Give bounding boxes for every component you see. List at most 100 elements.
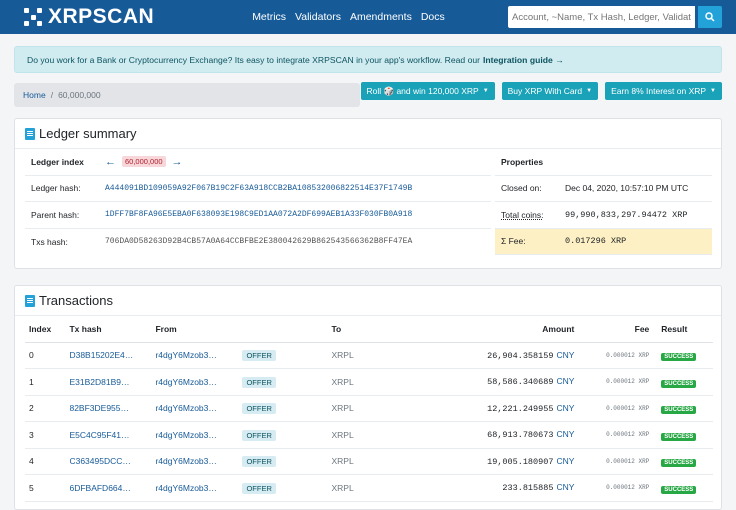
tx-hash-link[interactable]: E31B2D81B9… — [69, 376, 130, 387]
table-row: 4 C363495DCC… r4dgY6Mzob3… OFFER XRPL 19,005.… — [25, 448, 713, 475]
tx-from-link[interactable]: r4dgY6Mzob3… — [155, 429, 217, 440]
tx-from-link[interactable]: r4dgY6Mzob3… — [155, 350, 217, 361]
xrpscan-logo-icon — [24, 8, 42, 26]
ledger-hash-link[interactable]: A444091BD109059A92F067B19C2F63A918CCB2BA… — [105, 183, 413, 193]
table-cell: r4dgY6Mzob3… — [151, 395, 239, 422]
ledger-index-label: Ledger index — [31, 156, 84, 167]
document-icon — [25, 294, 35, 307]
roll-and-win-button[interactable]: Roll 🎲 and win 120,000 XRP ▼ — [360, 82, 495, 100]
table-cell: SUCCESS — [657, 421, 713, 449]
transactions-title: Transactions — [15, 286, 721, 316]
tx-from-link[interactable]: r4dgY6Mzob3… — [155, 376, 217, 387]
logo-text: XRPSCAN — [48, 5, 155, 28]
tx-currency-link[interactable]: CNY — [556, 376, 575, 387]
breadcrumb: Home / 60,000,000 — [14, 83, 360, 107]
tx-hash-link[interactable]: E5C4C95F41… — [69, 429, 130, 440]
tx-from-link[interactable]: r4dgY6Mzob3… — [155, 403, 217, 414]
fee-row: Σ Fee: 0.017296 XRP — [495, 228, 712, 255]
tx-result-badge: SUCCESS — [661, 485, 697, 494]
breadcrumb-home[interactable]: Home — [23, 90, 46, 100]
parent-hash-link[interactable]: 1DFF7BF8FA96E5EBA0F638093E198C9ED1AA072A… — [105, 210, 413, 220]
ledger-summary-title: Ledger summary — [15, 119, 721, 149]
closed-on-row: Closed on: Dec 04, 2020, 10:57:10 PM UTC — [495, 176, 712, 202]
search-form — [508, 6, 722, 28]
tx-to: XRPL — [327, 421, 419, 449]
arrow-right-icon[interactable]: → — [171, 155, 183, 168]
tx-type-badge: OFFER — [242, 350, 276, 362]
earn-interest-button[interactable]: Earn 8% Interest on XRP ▼ — [605, 82, 722, 100]
header-index: Index — [25, 316, 66, 343]
tx-currency-link[interactable]: CNY — [556, 482, 575, 493]
total-coins-row: Total coins: 99,990,833,297.94472 XRP — [495, 202, 712, 229]
tx-currency-link[interactable]: CNY — [556, 429, 575, 440]
nav-metrics[interactable]: Metrics — [252, 11, 287, 23]
tx-from-link[interactable]: r4dgY6Mzob3… — [155, 456, 217, 467]
table-cell: SUCCESS — [657, 342, 713, 369]
transactions-card: Transactions Index Tx hash From To Amoun… — [14, 285, 722, 510]
table-cell: E31B2D81B9… — [65, 368, 152, 396]
table-cell: SUCCESS — [657, 368, 713, 396]
table-cell: E5C4C95F41… — [65, 421, 152, 449]
tx-fee: 0.000012 XRP — [578, 448, 658, 475]
logo[interactable]: XRPSCAN — [24, 5, 154, 29]
ledger-hash-row: Ledger hash: A444091BD109059A92F067B19C2… — [25, 176, 491, 202]
ledger-summary-heading: Ledger summary — [39, 126, 137, 141]
parent-hash-row: Parent hash: 1DFF7BF8FA96E5EBA0F638093E1… — [25, 202, 491, 229]
tx-currency-link[interactable]: CNY — [556, 349, 575, 360]
header-type — [238, 316, 328, 343]
table-cell: 233.815885 CNY — [418, 474, 579, 502]
tx-fee: 0.000012 XRP — [578, 342, 658, 369]
tx-index: 0 — [25, 342, 66, 369]
tx-type-badge: OFFER — [242, 456, 276, 468]
tx-from-link[interactable]: r4dgY6Mzob3… — [155, 482, 217, 493]
table-cell: 58,586.340689 CNY — [418, 368, 579, 396]
tx-currency-link[interactable]: CNY — [556, 402, 575, 413]
closed-on-label: Closed on: — [501, 183, 542, 194]
table-cell: 12,221.249955 CNY — [418, 395, 579, 422]
tx-type-badge: OFFER — [242, 482, 276, 494]
table-row: 1 E31B2D81B9… r4dgY6Mzob3… OFFER XRPL 58,586.… — [25, 368, 713, 396]
total-coins-label: Total coins: — [501, 209, 544, 220]
tx-fee: 0.000012 XRP — [578, 395, 658, 422]
table-row: 2 82BF3DE955… r4dgY6Mzob3… OFFER XRPL 12,221.… — [25, 395, 713, 422]
total-coins-value: 99,990,833,297.94472 XRP — [565, 209, 688, 220]
nav-docs[interactable]: Docs — [420, 11, 445, 23]
document-icon — [25, 127, 35, 140]
tx-index: 2 — [25, 395, 66, 422]
tx-amount: 26,904.358159 — [487, 350, 554, 361]
table-cell: 19,005.180907 CNY — [418, 448, 579, 475]
search-input[interactable] — [508, 6, 695, 28]
nav-validators[interactable]: Validators — [295, 11, 341, 23]
alert-text: Do you work for a Bank or Cryptocurrency… — [27, 54, 481, 65]
tx-to: XRPL — [327, 474, 419, 502]
integration-guide-link[interactable]: Integration guide → — [483, 54, 564, 65]
tx-fee: 0.000012 XRP — [578, 368, 658, 396]
arrow-left-icon[interactable]: ← — [105, 155, 116, 168]
buy-xrp-button[interactable]: Buy XRP With Card ▼ — [501, 82, 599, 100]
tx-hash-link[interactable]: C363495DCC… — [69, 456, 131, 467]
ledger-summary-card: Ledger summary Ledger index ← 60,000,000… — [14, 118, 722, 269]
nav-links: Metrics Validators Amendments Docs — [252, 11, 454, 23]
tx-amount: 68,913.780673 — [487, 430, 554, 441]
table-cell: r4dgY6Mzob3… — [151, 342, 239, 369]
header-tx-hash: Tx hash — [65, 316, 152, 343]
tx-to: XRPL — [327, 368, 419, 396]
tx-index: 1 — [25, 368, 66, 396]
tx-currency-link[interactable]: CNY — [556, 455, 575, 466]
tx-result-badge: SUCCESS — [661, 379, 697, 388]
tx-to: XRPL — [327, 448, 419, 475]
table-cell: 68,913.780673 CNY — [418, 421, 579, 449]
tx-hash-link[interactable]: D38B15202E4… — [69, 350, 134, 361]
nav-amendments[interactable]: Amendments — [349, 11, 412, 23]
tx-index: 5 — [25, 474, 66, 502]
tx-hash-link[interactable]: 6DFBAFD664… — [69, 482, 131, 493]
search-button[interactable] — [698, 6, 722, 28]
earn-button-label: Earn 8% Interest on XRP — [611, 86, 707, 96]
closed-on-value: Dec 04, 2020, 10:57:10 PM UTC — [565, 183, 689, 194]
table-header-row: Index Tx hash From To Amount Fee Result — [25, 316, 713, 343]
txs-hash-label: Txs hash: — [31, 236, 68, 247]
navbar: XRPSCAN Metrics Validators Amendments Do… — [0, 0, 736, 34]
transactions-table: Index Tx hash From To Amount Fee Result … — [25, 316, 713, 502]
tx-hash-link[interactable]: 82BF3DE955… — [69, 403, 130, 414]
transactions-body: 0 D38B15202E4… r4dgY6Mzob3… OFFER XRPL 26,904… — [25, 342, 713, 502]
